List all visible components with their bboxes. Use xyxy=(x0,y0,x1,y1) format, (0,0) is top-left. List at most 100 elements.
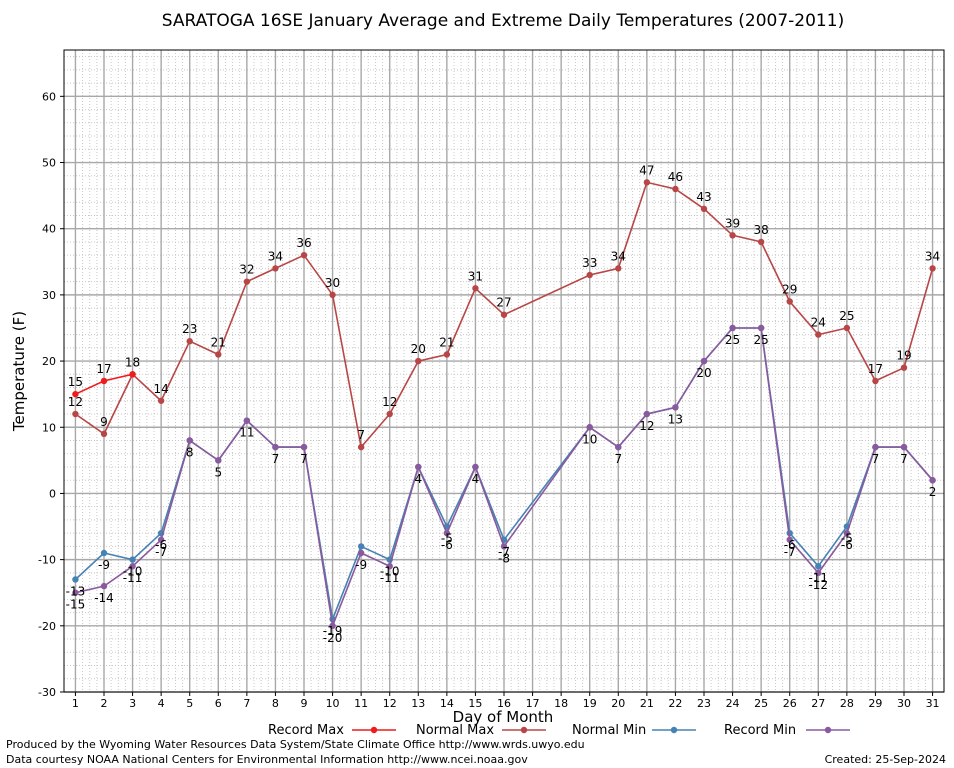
x-tick-label: 8 xyxy=(272,697,279,710)
data-label-record-min: 7 xyxy=(614,452,622,466)
data-label-normal-max: 47 xyxy=(639,163,654,177)
data-point-normal-max xyxy=(872,377,879,385)
data-label-normal-min: -11 xyxy=(808,571,828,585)
x-tick-label: 18 xyxy=(554,697,568,710)
x-tick-label: 15 xyxy=(468,697,482,710)
data-point-record-min xyxy=(415,463,422,471)
data-label-normal-max: 30 xyxy=(325,276,340,290)
data-label-record-min: -9 xyxy=(355,558,367,572)
data-point-normal-max xyxy=(329,291,336,299)
footer-produced-by: Produced by the Wyoming Water Resources … xyxy=(6,738,585,751)
labels-record-max: 15 17 18 xyxy=(68,355,140,389)
data-label-record-min: -6 xyxy=(441,538,453,552)
data-point-normal-max xyxy=(643,179,651,186)
x-tick-label: 4 xyxy=(158,697,165,710)
x-tick-label: 26 xyxy=(783,697,797,710)
x-tick-label: 10 xyxy=(326,697,340,710)
data-point-normal-max xyxy=(615,265,622,272)
data-label-record-min: -8 xyxy=(498,551,510,565)
x-tick-label: 30 xyxy=(897,697,911,710)
footer-courtesy: Data courtesy NOAA National Centers for … xyxy=(6,753,528,766)
data-point-record-min xyxy=(357,549,365,557)
data-point-record-min xyxy=(243,417,251,424)
data-point-normal-max xyxy=(729,232,736,239)
legend-swatch-marker xyxy=(520,726,528,734)
data-label-normal-max: 19 xyxy=(896,349,911,363)
y-tick-label: -20 xyxy=(38,620,56,633)
data-point-record-min xyxy=(100,582,108,590)
data-point-normal-max xyxy=(700,205,708,213)
y-tick-label: 30 xyxy=(42,289,56,302)
series-normal-max xyxy=(72,179,936,451)
x-tick-label: 22 xyxy=(668,697,682,710)
data-label-record-min: 12 xyxy=(639,419,654,433)
x-tick-label: 16 xyxy=(497,697,511,710)
data-point-normal-max xyxy=(300,251,308,259)
data-point-record-min xyxy=(72,589,79,596)
data-label-normal-max: 24 xyxy=(811,316,826,330)
data-point-normal-max xyxy=(900,364,908,371)
data-label-normal-max: 12 xyxy=(68,395,83,409)
data-label-normal-min: -19 xyxy=(323,624,343,638)
data-label-normal-max: 31 xyxy=(468,269,483,283)
data-point-record-min xyxy=(900,443,908,451)
data-point-record-min xyxy=(929,477,936,484)
data-label-record-min: 8 xyxy=(186,445,194,459)
data-label-normal-min: -10 xyxy=(123,565,143,579)
data-point-record-min xyxy=(386,563,393,570)
data-point-normal-max xyxy=(500,311,508,318)
data-label-record-min: 5 xyxy=(214,465,222,479)
data-point-record-min xyxy=(329,622,336,630)
data-label-normal-max: 36 xyxy=(296,236,311,250)
data-point-normal-max xyxy=(386,410,393,418)
data-point-normal-max xyxy=(786,298,793,305)
x-tick-label: 17 xyxy=(526,697,540,710)
data-label-normal-max: 34 xyxy=(925,249,940,263)
data-point-normal-min xyxy=(100,549,108,557)
x-tick-label: 29 xyxy=(868,697,882,710)
x-tick-label: 6 xyxy=(215,697,222,710)
data-label-record-max: 17 xyxy=(96,362,111,376)
data-label-normal-max: 39 xyxy=(725,216,740,230)
data-label-normal-max: 32 xyxy=(239,263,254,277)
x-tick-label: 24 xyxy=(726,697,740,710)
data-point-normal-max xyxy=(843,324,851,332)
data-point-record-min xyxy=(615,443,622,451)
labels-normal-min: -13-9 -10-6-19-10-5-7 -6-11-5 xyxy=(66,532,853,639)
x-tick-label: 23 xyxy=(697,697,711,710)
x-tick-label: 31 xyxy=(926,697,940,710)
data-point-normal-max xyxy=(272,265,279,272)
data-point-record-max xyxy=(100,377,108,385)
y-tick-label: 60 xyxy=(42,90,56,103)
data-point-record-min xyxy=(215,457,222,464)
data-point-record-min xyxy=(700,357,708,365)
data-point-record-min xyxy=(757,324,765,332)
data-point-normal-max xyxy=(215,351,222,358)
data-label-normal-max: 9 xyxy=(100,415,108,429)
data-point-record-min xyxy=(815,569,822,577)
footer-created: Created: 25-Sep-2024 xyxy=(825,753,946,766)
y-tick-label: -10 xyxy=(38,554,56,567)
data-label-normal-min: -10 xyxy=(380,565,400,579)
data-label-normal-max: 43 xyxy=(696,190,711,204)
data-label-normal-min: -9 xyxy=(98,558,110,572)
data-point-normal-max xyxy=(72,410,79,418)
x-tick-label: 12 xyxy=(383,697,397,710)
y-tick-label: 20 xyxy=(42,355,56,368)
series-layer: -13-9 -10-6-19-10-5-7 -6-11-5-15 -14-11-785… xyxy=(66,163,941,644)
x-axis: 1 2 3 4 5 6 7 8 9 10 11 12 13 14 15 16 17 18 19 20 21 22 23 24 2… xyxy=(72,692,940,710)
y-tick-label: 50 xyxy=(42,157,56,170)
data-point-normal-max xyxy=(243,278,251,285)
x-tick-label: 14 xyxy=(440,697,454,710)
data-point-record-min xyxy=(672,404,679,411)
data-label-record-min: 7 xyxy=(872,452,880,466)
legend-swatch-marker xyxy=(824,726,832,734)
legend-label: Record Max xyxy=(268,723,344,738)
x-tick-label: 19 xyxy=(583,697,597,710)
data-label-normal-max: 7 xyxy=(357,428,365,442)
data-label-record-max: 15 xyxy=(68,375,83,389)
data-label-record-min: 10 xyxy=(582,432,597,446)
x-tick-label: 27 xyxy=(811,697,825,710)
data-label-normal-max: 34 xyxy=(611,249,626,263)
